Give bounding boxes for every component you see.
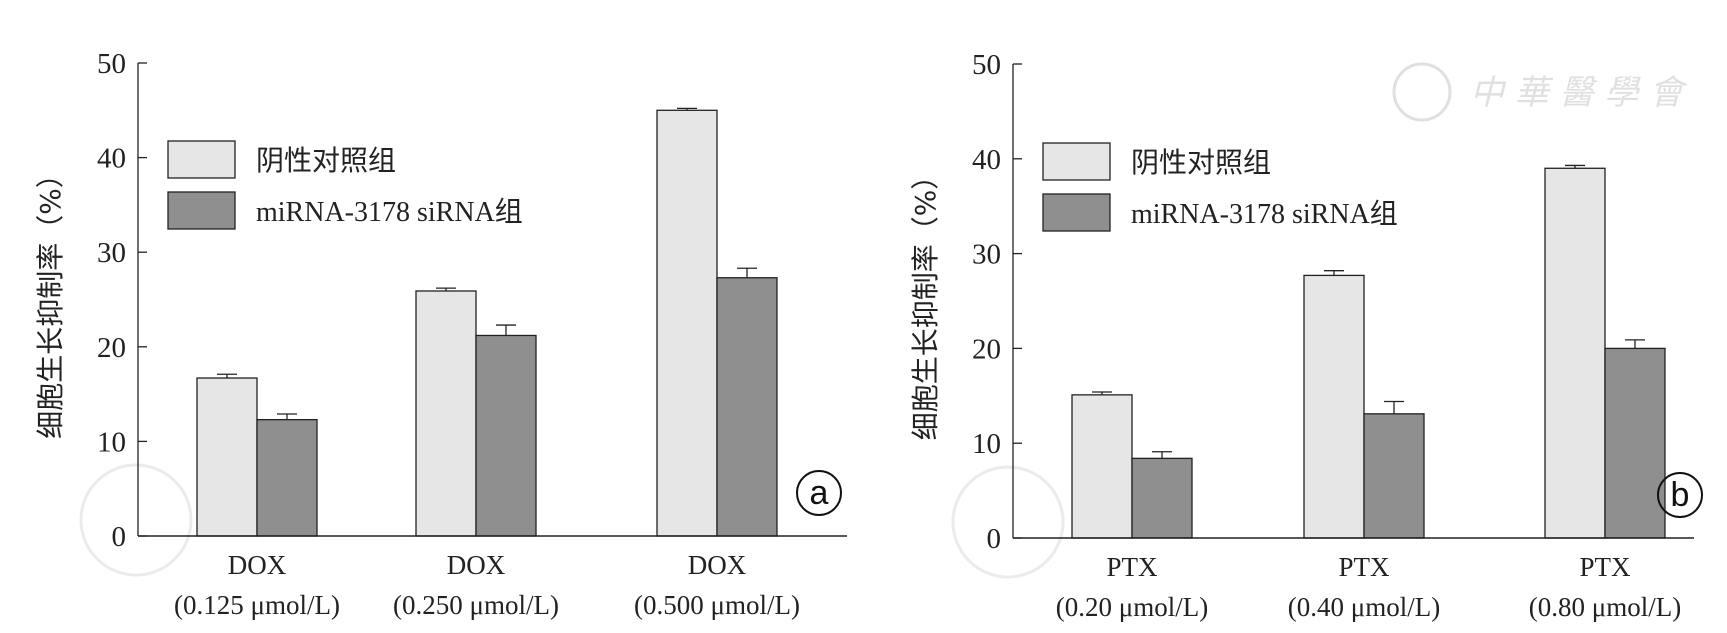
bar-control [1303, 274, 1365, 539]
x-tick-sublabel: (0.20 μmol/L) [1056, 592, 1208, 622]
y-tick-label: 20 [97, 332, 126, 364]
watermark-seal-icon [951, 465, 1065, 579]
y-tick-label: 0 [987, 523, 1002, 555]
legend-label: 阴性对照组 [256, 145, 396, 177]
x-tick-sublabel: (0.125 μmol/L) [174, 590, 340, 620]
x-tick-label: DOX [447, 550, 506, 580]
y-tick-label: 40 [972, 144, 1001, 176]
bar-sirna [256, 418, 318, 537]
y-tick-label: 30 [97, 237, 126, 269]
bar-control [1544, 167, 1606, 539]
x-tick-label: PTX [1579, 552, 1631, 582]
legend-label: miRNA-3178 siRNA组 [256, 196, 523, 228]
watermark-seal-icon [1392, 62, 1452, 122]
panel-label: a [810, 474, 829, 512]
panel-label: b [1671, 476, 1690, 514]
y-axis-label: 细胞生长抑制率（%） [34, 160, 67, 439]
legend-swatch [167, 191, 236, 230]
chart-panel-a: 0 10 20 30 40 50 DOX (0.125 μmol/L) DOX (0.250 μm… [34, 48, 847, 620]
bar-control [196, 377, 258, 537]
x-tick-sublabel: (0.250 μmol/L) [393, 590, 559, 620]
y-tick-label: 30 [972, 239, 1001, 271]
x-tick-sublabel: (0.80 μmol/L) [1529, 592, 1681, 622]
bar-sirna [1363, 413, 1425, 539]
watermark-seal-icon [79, 463, 193, 577]
y-tick-label: 50 [97, 48, 126, 80]
legend-label: 阴性对照组 [1131, 147, 1271, 179]
x-tick-label: DOX [688, 550, 747, 580]
x-tick-label: DOX [228, 550, 287, 580]
y-axis-label: 细胞生长抑制率（%） [909, 162, 942, 441]
watermark: 中 華 醫 學 會 [79, 62, 1688, 579]
y-tick-label: 10 [972, 428, 1001, 460]
y-tick-label: 20 [972, 333, 1001, 365]
bar-control [656, 109, 718, 537]
x-tick-label: PTX [1338, 552, 1390, 582]
legend-swatch [1042, 193, 1111, 232]
legend-swatch [167, 140, 236, 179]
bar-control [1071, 394, 1133, 539]
y-tick-label: 10 [97, 426, 126, 458]
chart-panel-b: 0 10 20 30 40 50 PTX (0.20 μmol/L) PTX (0.40 μmol… [909, 49, 1703, 622]
bar-sirna [716, 277, 778, 537]
legend-label: miRNA-3178 siRNA组 [1131, 198, 1398, 230]
watermark-text: 中 華 醫 學 會 [1470, 73, 1688, 113]
bar-sirna [1604, 347, 1666, 539]
x-tick-sublabel: (0.500 μmol/L) [634, 590, 800, 620]
x-tick-label: PTX [1106, 552, 1158, 582]
panel-label-circle [1657, 472, 1703, 518]
x-tick-sublabel: (0.40 μmol/L) [1288, 592, 1440, 622]
panel-label-circle [796, 470, 842, 516]
bar-sirna [475, 334, 537, 537]
y-tick-label: 0 [112, 521, 127, 553]
bar-control [415, 290, 477, 537]
y-tick-label: 40 [97, 143, 126, 175]
legend-swatch [1042, 142, 1111, 181]
y-tick-label: 50 [972, 49, 1001, 81]
bar-sirna [1131, 457, 1193, 539]
